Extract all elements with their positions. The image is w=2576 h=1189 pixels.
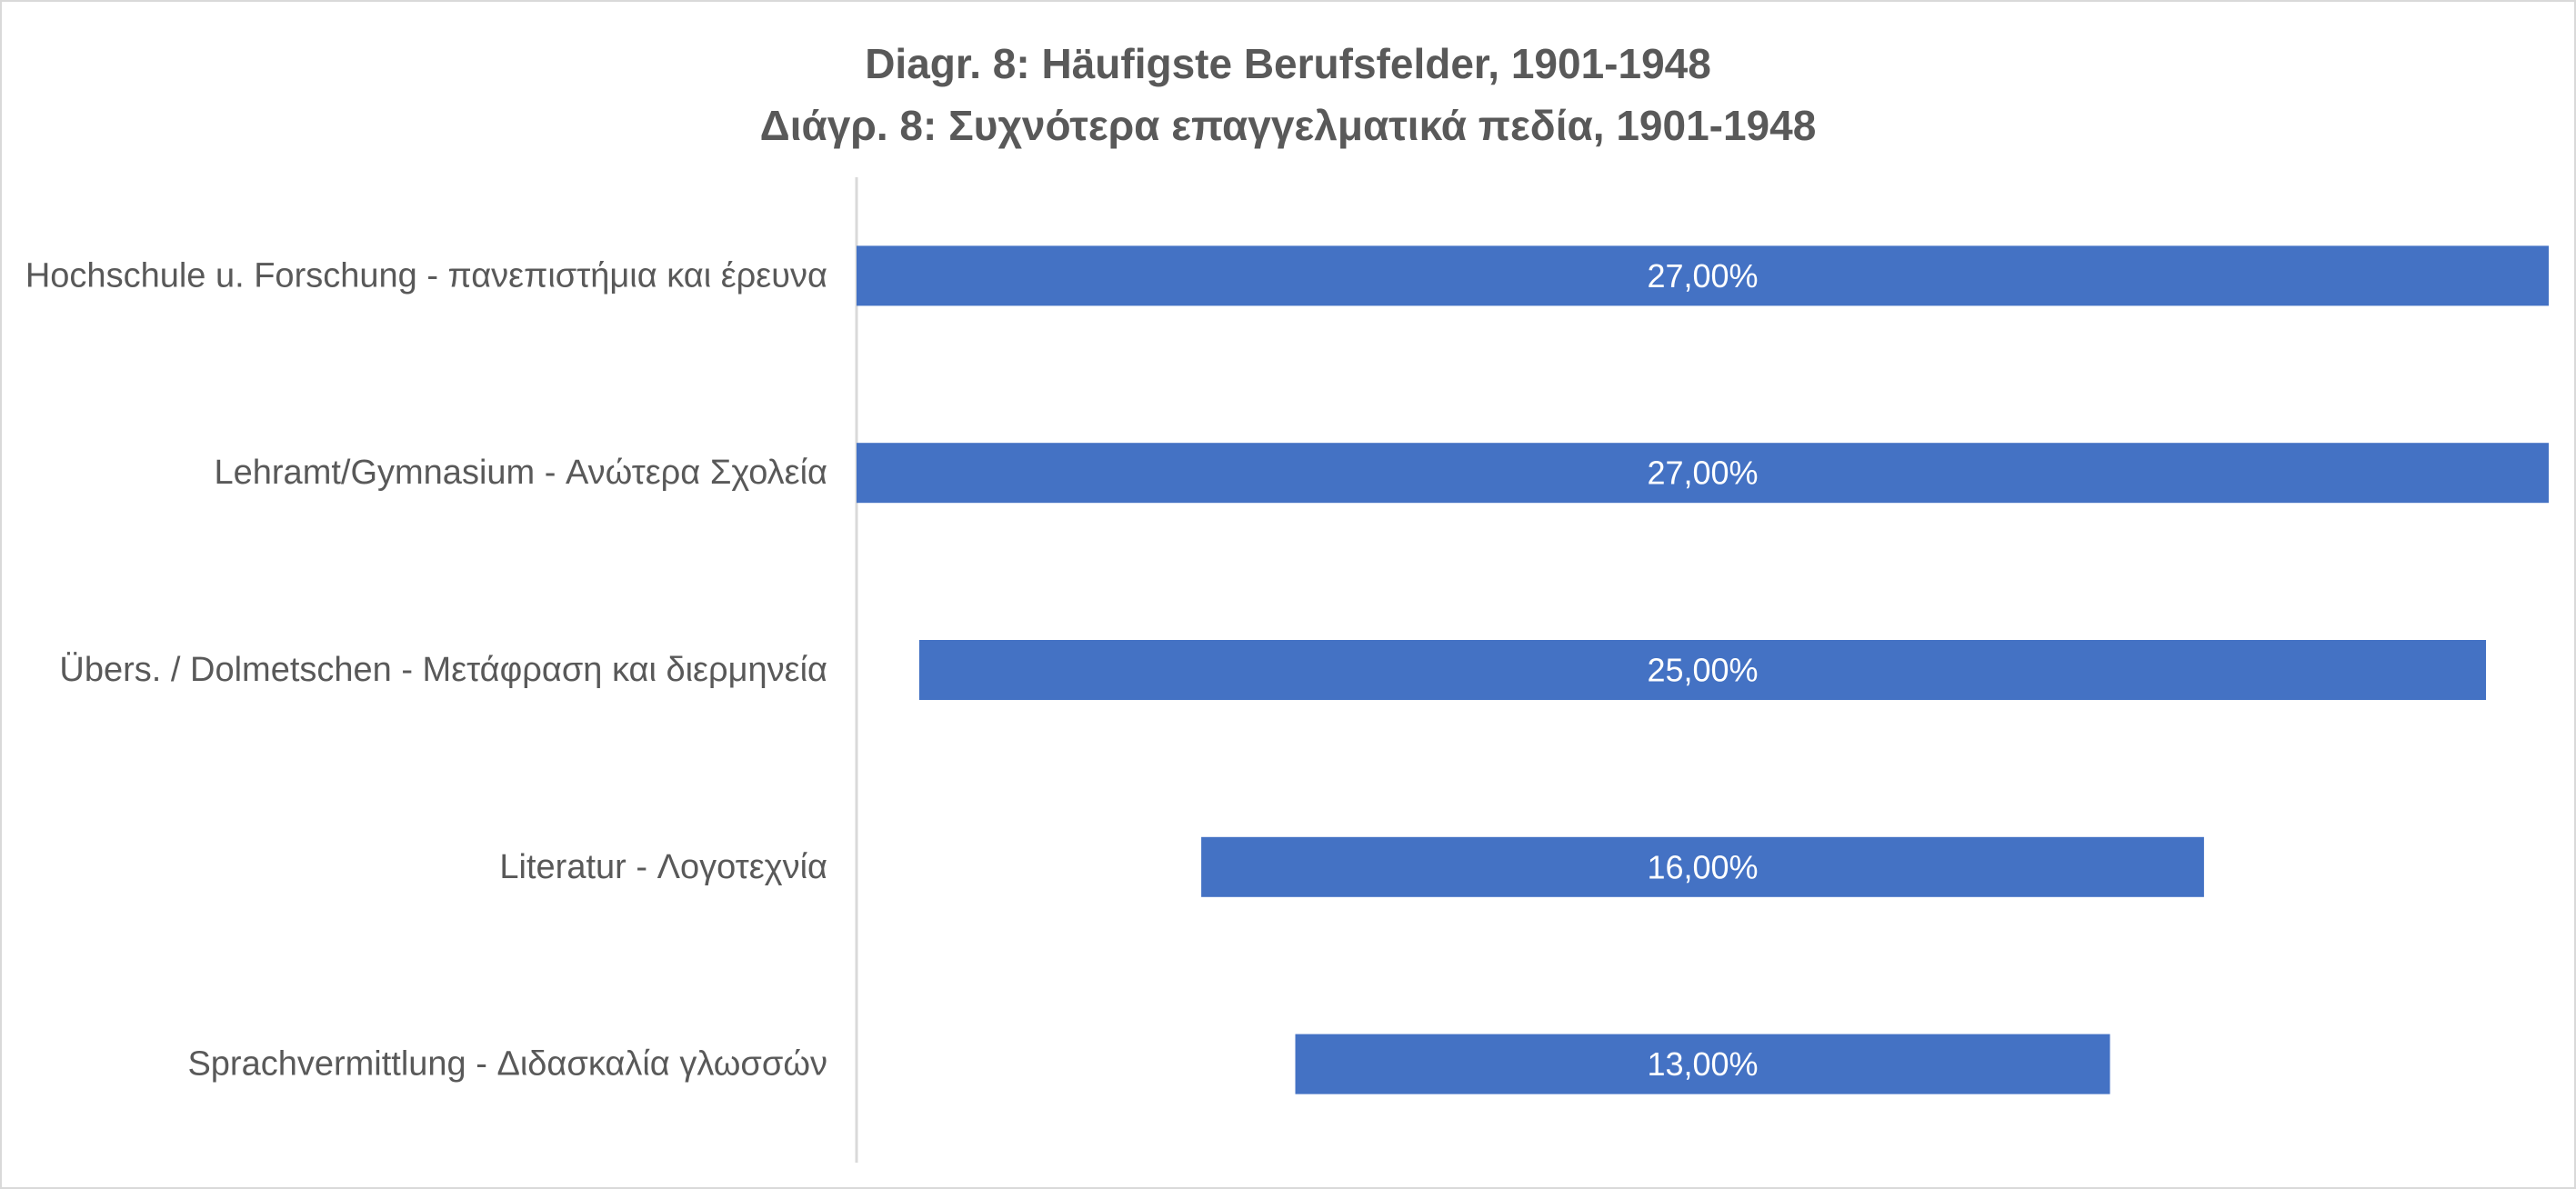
bar xyxy=(1201,836,2204,897)
data-label: 27,00% xyxy=(1647,455,1758,492)
category-label: Übers. / Dolmetschen - Μετάφραση και διε… xyxy=(59,651,827,689)
category-label: Lehramt/Gymnasium - Ανώτερα Σχολεία xyxy=(215,454,828,492)
data-label: 27,00% xyxy=(1647,257,1758,295)
chart-subtitle: Διάγρ. 8: Συχνότερα επαγγελματικά πεδία,… xyxy=(759,102,1817,149)
data-label: 16,00% xyxy=(1647,848,1758,885)
bar xyxy=(918,640,2486,700)
bar xyxy=(857,245,2549,306)
category-label: Sprachvermittlung - Διδασκαλία γλωσσών xyxy=(187,1045,827,1084)
data-label: 25,00% xyxy=(1647,652,1758,689)
data-label: 13,00% xyxy=(1647,1045,1758,1083)
category-label: Literatur - Λογοτεχνία xyxy=(499,848,827,886)
category-label: Hochschule u. Forschung - πανεπιστήμια κ… xyxy=(25,256,827,295)
chart-title: Diagr. 8: Häufigste Berufsfelder, 1901-1… xyxy=(865,40,1711,87)
bar xyxy=(857,443,2549,504)
bar xyxy=(1295,1034,2110,1094)
